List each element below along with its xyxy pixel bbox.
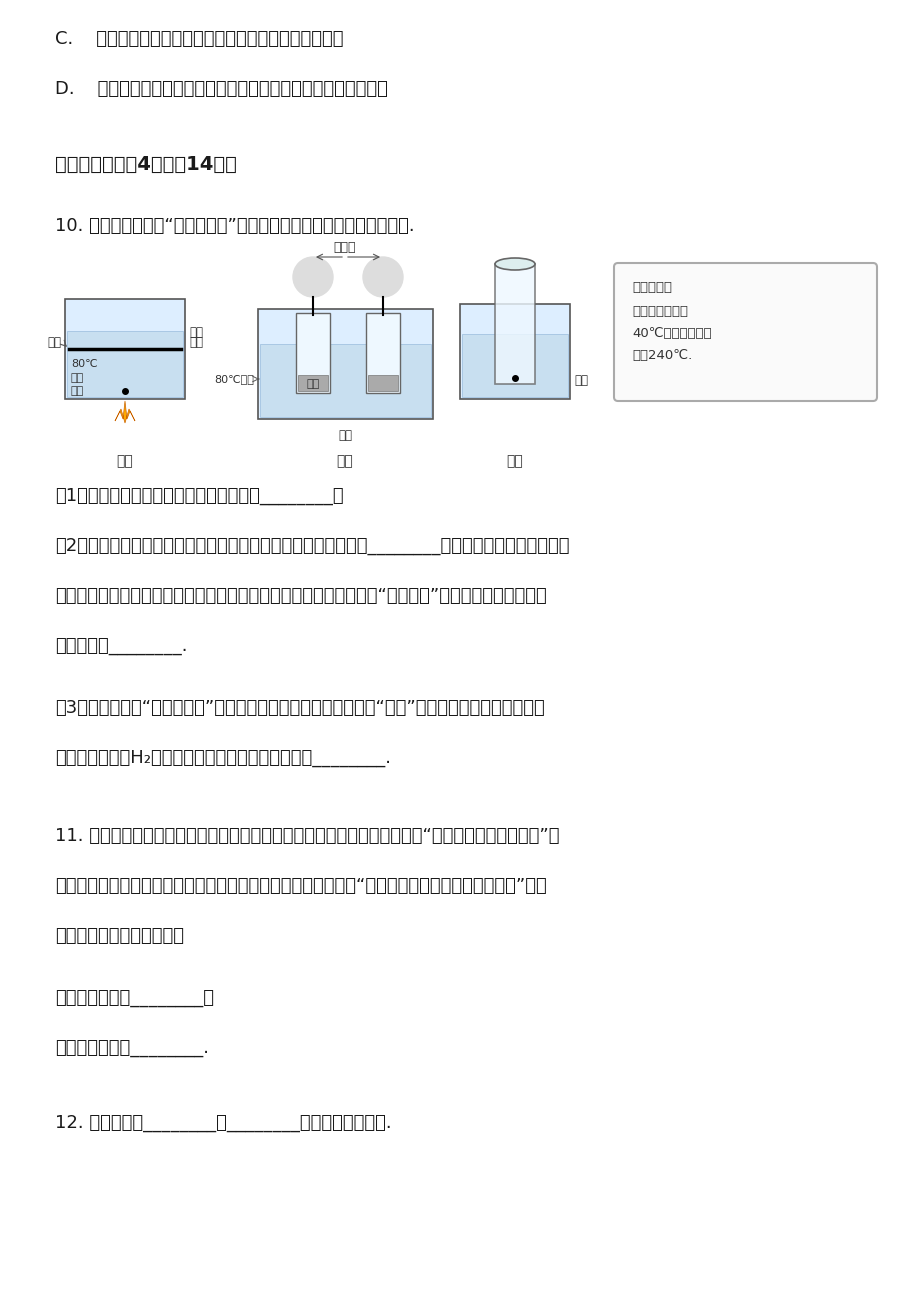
Circle shape (292, 256, 333, 297)
Text: 图二: 图二 (336, 454, 353, 467)
Text: 80℃热水: 80℃热水 (214, 374, 254, 384)
Text: C.    在山林中遇到火灾时，向顺风方向奔跑，脱离火灾区: C. 在山林中遇到火灾时，向顺风方向奔跑，脱离火灾区 (55, 30, 343, 48)
Text: 煎气球: 煎气球 (334, 241, 356, 254)
Text: （1）知识回忆：可燃物燃烧的必备条件是________；: （1）知识回忆：可燃物燃烧的必备条件是________； (55, 487, 344, 505)
Text: D.    所处烟雾较浓时，应用湿毛巾捿住口鼻，并尽量贴近地面逃离: D. 所处烟雾较浓时，应用湿毛巾捿住口鼻，并尽量贴近地面逃离 (55, 79, 388, 98)
Text: 三个重要的关键词。一般来说，灭火原理有三种，其中之一是：“使可燃物的温度降到着火点以下”。请: 三个重要的关键词。一般来说，灭火原理有三种，其中之一是：“使可燃物的温度降到着火… (55, 878, 546, 894)
Bar (65, 299, 185, 398)
FancyBboxPatch shape (613, 263, 876, 401)
Bar (298, 375, 328, 391)
Text: 红磷: 红磷 (188, 326, 203, 339)
Text: 白磷: 白磷 (337, 428, 352, 441)
Text: 朝下春之插入水中，使试管罩住白磷（如图三所示），结果观察到了“水火相容”的奇观，则大试管所装: 朝下春之插入水中，使试管罩住白磷（如图三所示），结果观察到了“水火相容”的奇观，… (55, 587, 546, 605)
Text: 11. 善于把握关键词是学习化学的重要方法。在燃烧和灭火内容的学习中，“可燃物、氧气、着火点”是: 11. 善于把握关键词是学习化学的重要方法。在燃烧和灭火内容的学习中，“可燃物、… (55, 827, 559, 845)
Bar (366, 312, 400, 393)
Text: 10. 某化学小组围绕“燃烧与灭火”主题开展了以下活动，请你参与完成.: 10. 某化学小组围绕“燃烧与灭火”主题开展了以下活动，请你参与完成. (55, 217, 414, 234)
Bar (260, 344, 430, 417)
Text: 铜片: 铜片 (188, 336, 203, 349)
Text: 白磷: 白磷 (71, 385, 85, 396)
Text: 40℃，红磷的着火: 40℃，红磷的着火 (631, 327, 711, 340)
Text: 气体可能是________.: 气体可能是________. (55, 637, 187, 655)
Text: 白磷: 白磷 (47, 336, 61, 349)
Bar (460, 303, 570, 398)
Text: 因为锇遇水生成H₂和一种碱，该反应的化学方程式为________.: 因为锇遇水生成H₂和一种碱，该反应的化学方程式为________. (55, 749, 391, 767)
Text: 图三: 图三 (506, 454, 523, 467)
Bar (368, 375, 398, 391)
Circle shape (363, 256, 403, 297)
Bar (494, 264, 535, 384)
Text: 12. 燃烧是一种________、________的剧烈的氧化反应.: 12. 燃烧是一种________、________的剧烈的氧化反应. (55, 1115, 391, 1131)
Text: （3）综合应用：“水火不相容”是指水能灭火，其实水有时也可以“生火”，比如锇遇水会立即着火，: （3）综合应用：“水火不相容”是指水能灭火，其实水有时也可以“生火”，比如锇遇水… (55, 699, 544, 717)
Text: 查阅资料：: 查阅资料： (631, 281, 671, 294)
Text: 回答另外两种灭火的原理。: 回答另外两种灭火的原理。 (55, 927, 184, 945)
Bar (257, 309, 433, 419)
Text: （2）交流讨论：改进后的装置（如图二）与图一相比，其优点是________；将装有某气体的大试管口: （2）交流讨论：改进后的装置（如图二）与图一相比，其优点是________；将装… (55, 536, 569, 555)
Text: 红磷: 红磷 (306, 379, 319, 389)
Text: 图一: 图一 (117, 454, 133, 467)
Bar (461, 335, 567, 397)
Text: 灭火原理之二：________；: 灭火原理之二：________； (55, 990, 214, 1006)
Text: 白磷的着火点是: 白磷的着火点是 (631, 305, 687, 318)
Text: 灭火原理之三：________.: 灭火原理之三：________. (55, 1039, 209, 1057)
Text: 白磷: 白磷 (573, 375, 587, 388)
Bar (296, 312, 330, 393)
Polygon shape (115, 401, 135, 423)
Bar (67, 331, 183, 397)
Ellipse shape (494, 258, 535, 270)
Text: 点是240℃.: 点是240℃. (631, 349, 691, 362)
Text: 热水: 热水 (71, 372, 85, 383)
Text: 二、填空题（共4题；內14分）: 二、填空题（共4题；內14分） (55, 155, 236, 174)
Text: 80℃: 80℃ (71, 359, 97, 368)
